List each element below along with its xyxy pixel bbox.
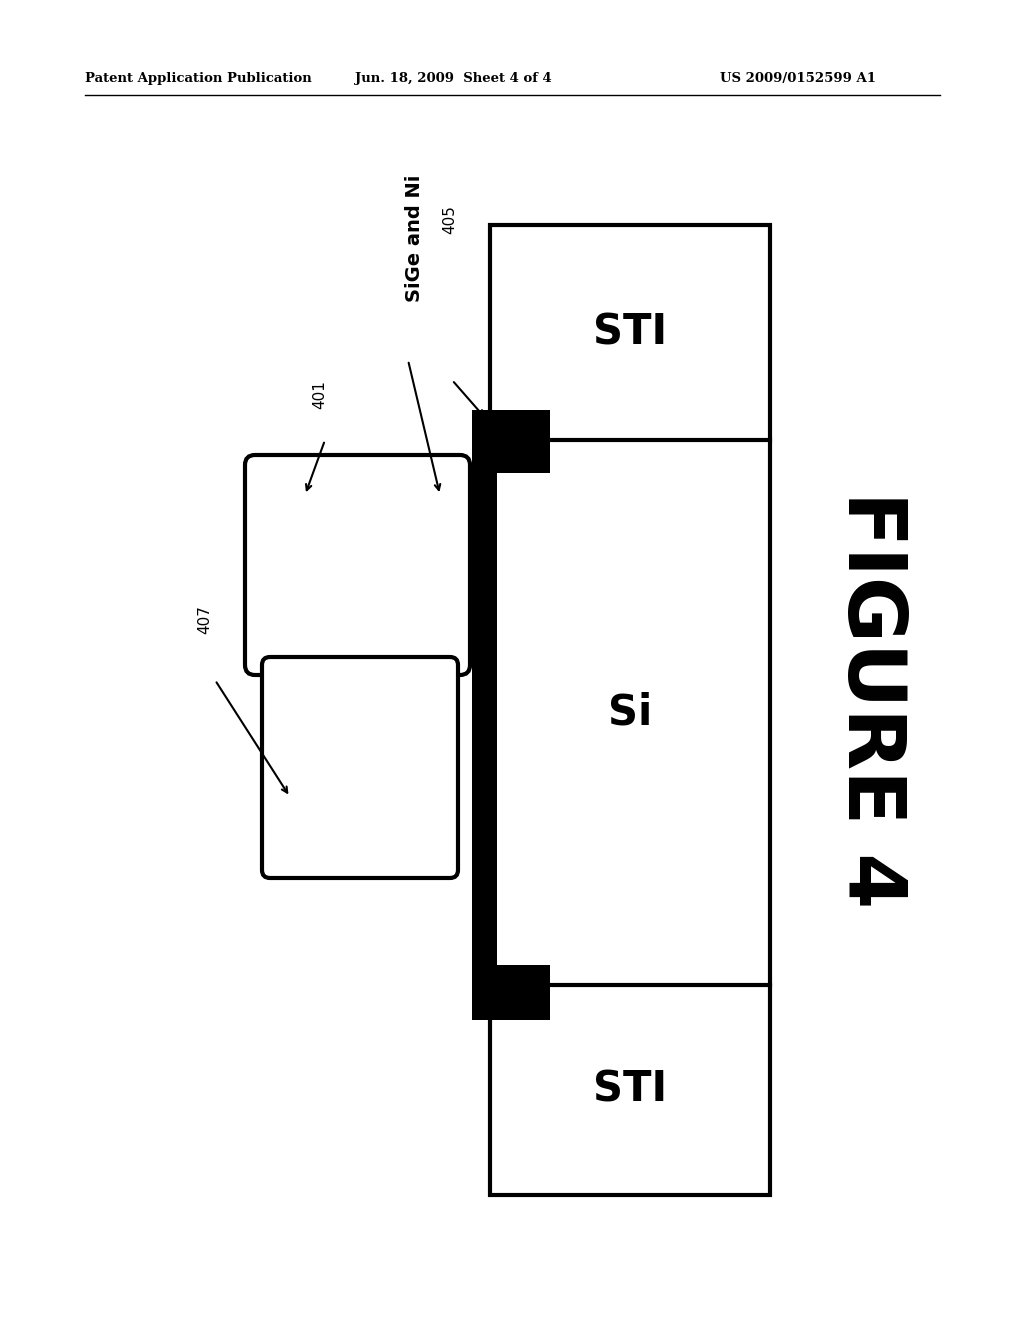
Bar (472, 440, 497, 985)
Text: 407: 407 (198, 606, 213, 635)
Text: Jun. 18, 2009  Sheet 4 of 4: Jun. 18, 2009 Sheet 4 of 4 (355, 73, 552, 84)
Text: FIGURE 4: FIGURE 4 (831, 491, 909, 908)
Text: STI: STI (593, 1069, 667, 1111)
Text: 401: 401 (312, 380, 328, 409)
Bar (472, 965, 550, 1020)
FancyBboxPatch shape (245, 455, 470, 675)
FancyBboxPatch shape (262, 657, 458, 878)
Text: STI: STI (593, 312, 667, 354)
Text: Si: Si (608, 692, 652, 734)
Text: 405: 405 (442, 205, 458, 234)
Text: Patent Application Publication: Patent Application Publication (85, 73, 311, 84)
Bar (490, 224, 770, 1195)
Text: US 2009/0152599 A1: US 2009/0152599 A1 (720, 73, 876, 84)
Text: SiGe and Ni: SiGe and Ni (406, 176, 425, 302)
Bar (472, 411, 550, 473)
